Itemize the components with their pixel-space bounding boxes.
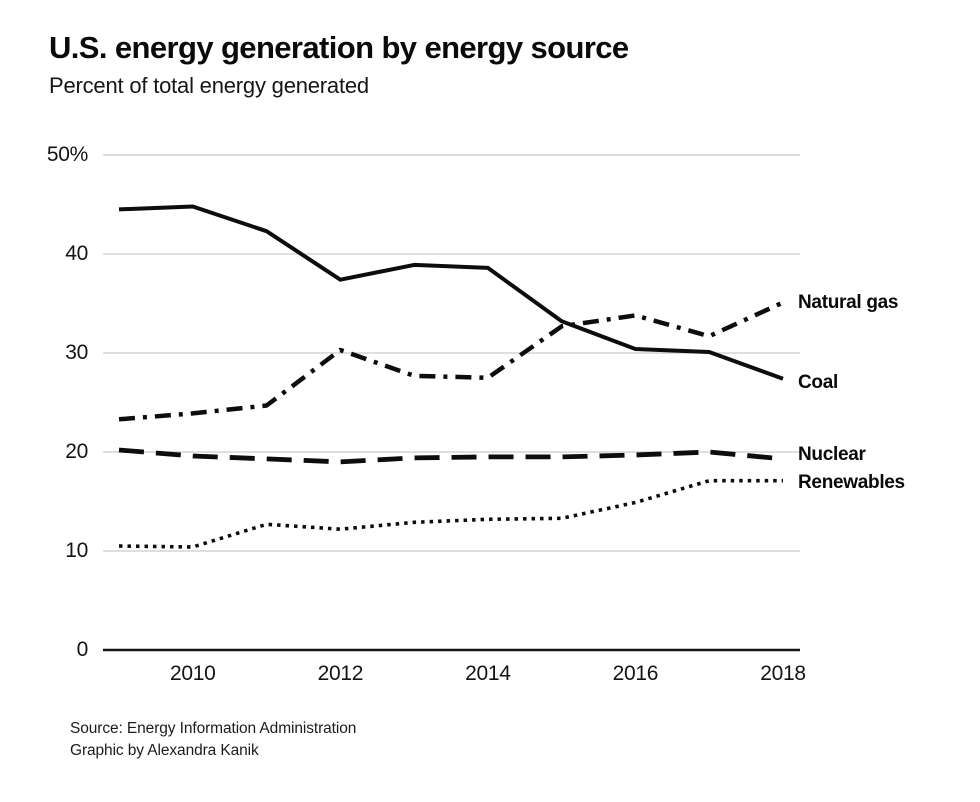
credit-line: Graphic by Alexandra Kanik xyxy=(70,742,259,759)
x-tick-2016: 2016 xyxy=(612,662,659,685)
series-label-natural-gas: Natural gas xyxy=(798,291,899,313)
y-tick-20: 20 xyxy=(65,440,88,463)
series-label-nuclear: Nuclear xyxy=(798,443,866,465)
y-tick-0: 0 xyxy=(76,638,89,661)
chart-title: U.S. energy generation by energy source xyxy=(49,30,629,65)
x-tick-2012: 2012 xyxy=(317,662,364,685)
series-line-natural-gas xyxy=(118,300,784,422)
y-tick-10: 10 xyxy=(65,539,88,562)
series-label-renewables: Renewables xyxy=(798,471,905,493)
source-line: Source: Energy Information Administratio… xyxy=(70,720,357,737)
y-tick-50: 50% xyxy=(46,143,88,166)
series-label-coal: Coal xyxy=(798,371,838,393)
x-tick-2018: 2018 xyxy=(760,662,806,685)
x-tick-2010: 2010 xyxy=(170,662,216,685)
series-line-renewables xyxy=(118,478,783,549)
y-tick-40: 40 xyxy=(65,242,88,265)
x-tick-2014: 2014 xyxy=(465,662,511,685)
source-note: Source: Energy Information Administratio… xyxy=(70,718,356,762)
series-line-coal xyxy=(118,204,784,381)
y-tick-30: 30 xyxy=(65,341,88,364)
chart-subtitle: Percent of total energy generated xyxy=(49,73,369,98)
